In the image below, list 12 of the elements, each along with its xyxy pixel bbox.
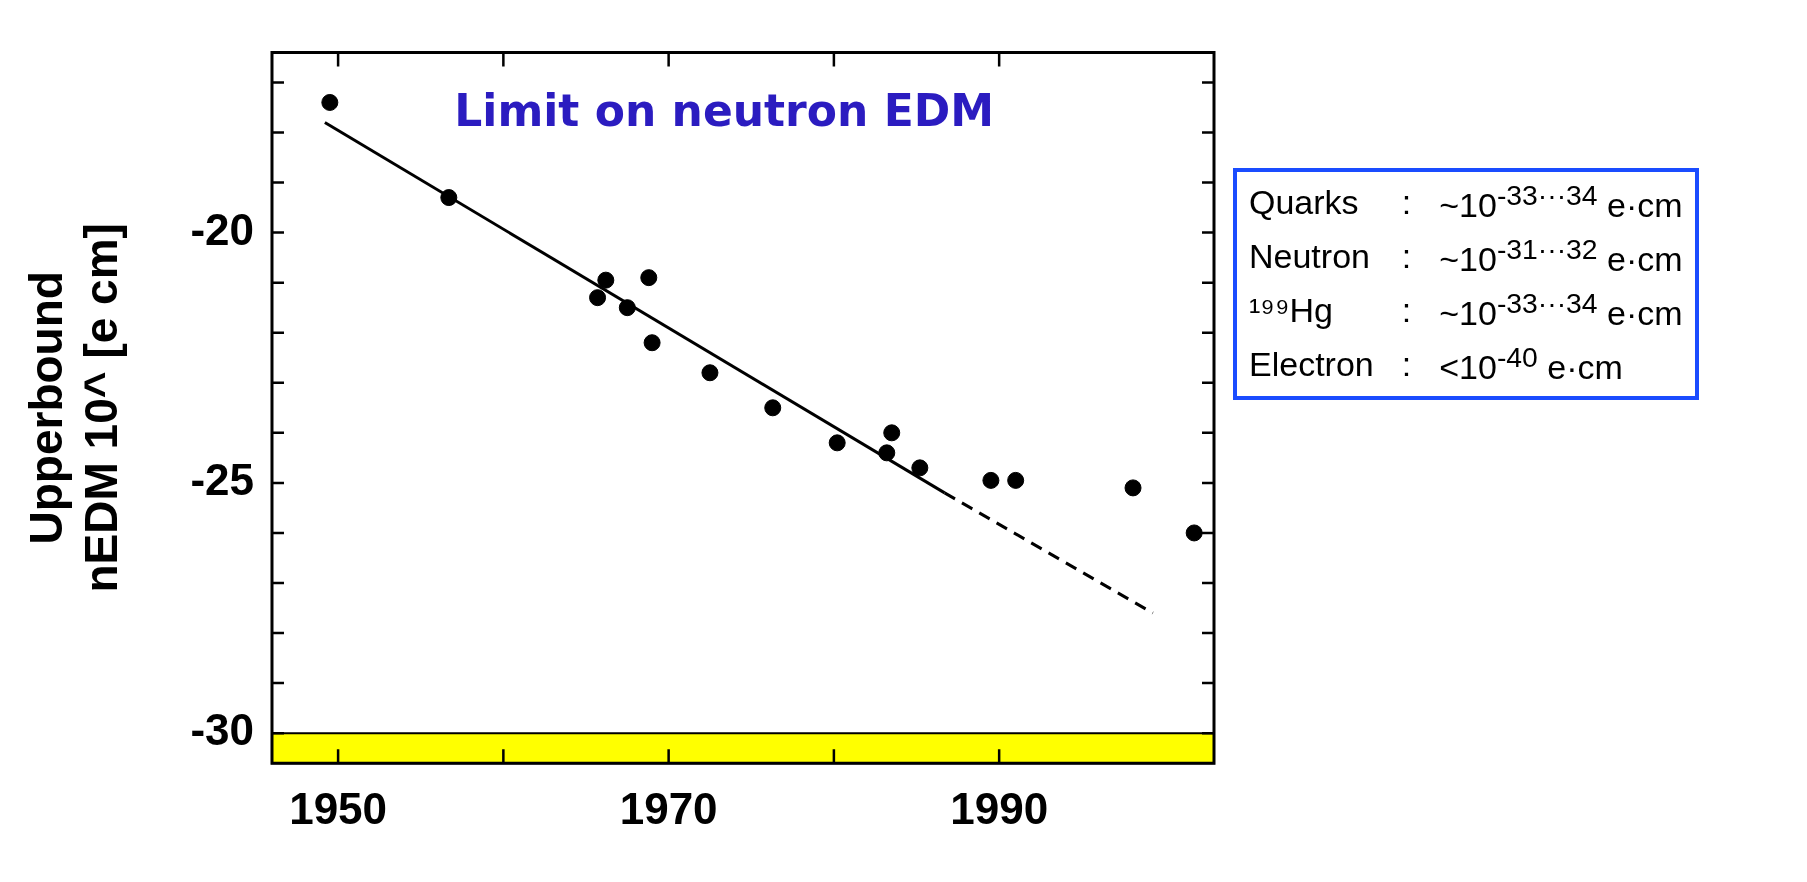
- y-axis-title: Upperbound nEDM 10^ [e cm]: [20, 223, 128, 593]
- text: Quarks : ~10$^{-33···34}$ e·cm: [1249, 179, 1683, 225]
- y-tick-label: -30: [190, 705, 254, 755]
- x-tick-label: 1950: [289, 783, 388, 833]
- y-tick-label: -25: [190, 455, 254, 505]
- x-tick-label: 1990: [950, 783, 1049, 833]
- text: Electron : <10$^{-40}$ e·cm: [1249, 339, 1624, 389]
- x-tick-label: 1970: [619, 783, 718, 833]
- y-tick-label: -20: [190, 204, 254, 254]
- text: ¹⁹⁹Hg : ~10$^{-33···34}$ e·cm: [1249, 286, 1683, 333]
- text: Limit on neutron EDM: [454, 84, 995, 136]
- text: Neutron : ~10$^{-31···32}$ e·cm: [1249, 231, 1683, 281]
